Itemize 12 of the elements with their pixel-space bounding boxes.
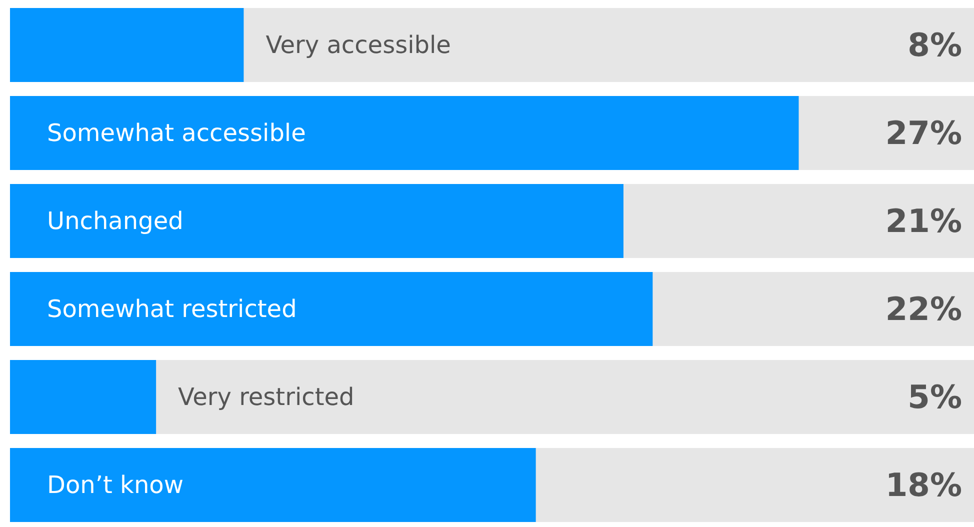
data-label: 27% bbox=[885, 114, 962, 152]
data-label: 22% bbox=[885, 290, 962, 328]
y-tick-label: Somewhat restricted bbox=[47, 295, 297, 323]
data-label: 21% bbox=[885, 202, 962, 240]
y-tick-label: Very restricted bbox=[178, 383, 354, 411]
data-label: 18% bbox=[885, 466, 962, 504]
y-tick-label: Very accessible bbox=[266, 31, 451, 59]
y-tick-label: Somewhat accessible bbox=[47, 119, 306, 147]
data-label: 8% bbox=[908, 26, 962, 64]
y-tick-label: Don’t know bbox=[47, 471, 184, 499]
y-tick-label: Unchanged bbox=[47, 207, 184, 235]
data-label: 5% bbox=[908, 378, 962, 416]
